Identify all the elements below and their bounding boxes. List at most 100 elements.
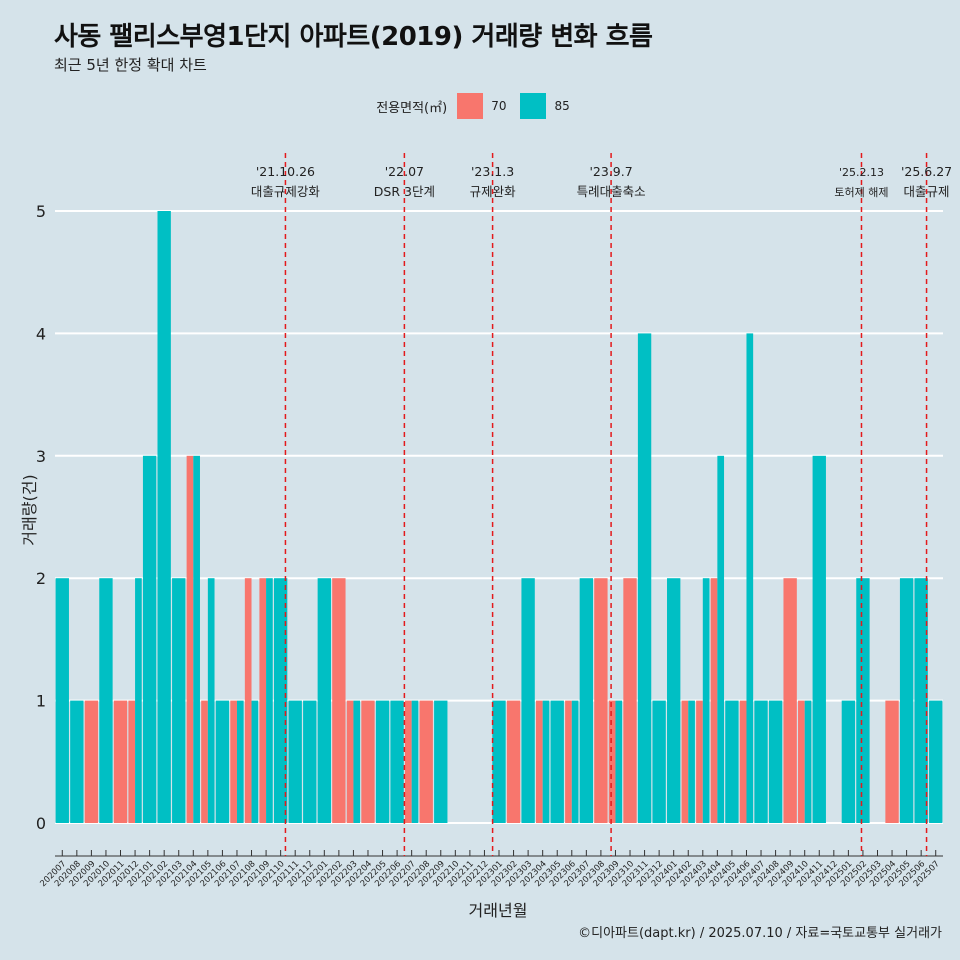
legend-item-70: 70	[457, 93, 506, 119]
bar-85	[667, 578, 681, 823]
bar-85	[929, 700, 943, 823]
bar-70	[710, 578, 718, 823]
bar-85	[804, 700, 812, 823]
bar-85	[317, 578, 331, 823]
chart-subtitle: 최근 5년 한정 확대 차트	[54, 56, 207, 74]
legend-key-70	[457, 93, 484, 119]
bar-85	[303, 700, 317, 823]
bar-85	[571, 700, 579, 823]
bar-85	[99, 578, 113, 823]
bar-85	[856, 578, 870, 823]
bar-85	[142, 455, 157, 823]
bar-70	[404, 700, 412, 823]
event-label: 특례대출축소	[577, 184, 646, 199]
bar-85	[579, 578, 594, 823]
event-label: DSR 3단계	[374, 184, 435, 199]
bar-85	[215, 700, 230, 823]
bar-85	[688, 700, 695, 823]
bar-70	[128, 700, 136, 823]
event-date: '25.6.27	[901, 164, 952, 179]
bar-85	[288, 700, 302, 823]
bar-85	[841, 700, 856, 823]
y-tick-label: 2	[36, 569, 46, 588]
bar-70	[623, 578, 637, 823]
bar-70	[783, 578, 797, 823]
bar-85	[702, 578, 710, 823]
bar-85	[615, 700, 623, 823]
bar-85	[812, 455, 826, 823]
bar-85	[914, 578, 928, 823]
bar-70	[565, 700, 572, 823]
bar-85	[375, 700, 390, 823]
event-date: '25.2.13	[839, 166, 884, 179]
bar-85	[266, 578, 273, 823]
bar-85	[754, 700, 768, 823]
bar-70	[506, 700, 521, 823]
bar-70	[885, 700, 899, 823]
event-label: 대출규제강화	[251, 184, 321, 199]
bar-70	[608, 700, 616, 823]
bar-70	[201, 700, 208, 823]
legend-item-85: 85	[520, 93, 570, 119]
bar-85	[390, 700, 404, 823]
chart-title: 사동 팰리스부영1단지 아파트(2019) 거래량 변화 흐름	[54, 22, 653, 52]
y-tick-label: 1	[36, 692, 46, 711]
legend: 전용면적(㎡) 70 85	[0, 93, 960, 119]
bar-85	[542, 700, 550, 823]
event-date: '23.1.3	[471, 164, 514, 179]
bar-70	[230, 700, 237, 823]
bar-85	[251, 700, 259, 823]
y-tick-label: 0	[36, 814, 46, 833]
bar-85	[725, 700, 739, 823]
caption: ©디아파트(dapt.kr) / 2025.07.10 / 자료=국토교통부 실…	[578, 926, 942, 941]
event-label: 토허제 해제	[834, 185, 888, 199]
bar-70	[346, 700, 354, 823]
legend-key-85	[520, 93, 547, 119]
bar-85	[70, 700, 84, 823]
bar-70	[361, 700, 375, 823]
bar-70	[594, 578, 608, 823]
bar-85	[172, 578, 186, 823]
bar-85	[55, 578, 69, 823]
y-axis-label: 거래량(건)	[20, 474, 39, 546]
bar-85	[717, 455, 725, 823]
bar-85	[652, 700, 666, 823]
bar-70	[535, 700, 543, 823]
event-label: 대출규제	[904, 184, 950, 199]
y-tick-label: 4	[36, 324, 46, 343]
bar-85	[193, 455, 200, 823]
y-tick-label: 5	[36, 202, 46, 221]
bar-85	[521, 578, 535, 823]
x-axis-label: 거래년월	[468, 901, 528, 920]
bar-85	[273, 578, 288, 823]
bar-70	[113, 700, 128, 823]
bar-85	[899, 578, 914, 823]
bar-85	[411, 700, 419, 823]
legend-label-70: 70	[491, 99, 507, 113]
bar-70	[186, 455, 194, 823]
event-date: '22.07	[385, 164, 424, 179]
event-date: '21.10.26	[256, 164, 315, 179]
bar-85	[236, 700, 244, 823]
bar-70	[681, 700, 689, 823]
bar-70	[739, 700, 747, 823]
event-label: 규제완화	[470, 184, 517, 199]
bar-85	[434, 700, 448, 823]
bar-70	[259, 578, 267, 823]
bar-70	[696, 700, 703, 823]
event-date: '23.9.7	[589, 164, 632, 179]
legend-title: 전용면적(㎡)	[376, 100, 448, 116]
bar-85	[353, 700, 361, 823]
bar-85	[207, 578, 215, 823]
bar-70	[244, 578, 252, 823]
bar-85	[492, 700, 506, 823]
legend-label-85: 85	[554, 99, 570, 113]
bar-85	[135, 578, 142, 823]
bar-70	[798, 700, 805, 823]
bar-85	[550, 700, 564, 823]
bar-85	[157, 211, 171, 823]
y-tick-label: 3	[36, 447, 46, 466]
bar-70	[332, 578, 346, 823]
bar-85	[637, 333, 652, 823]
